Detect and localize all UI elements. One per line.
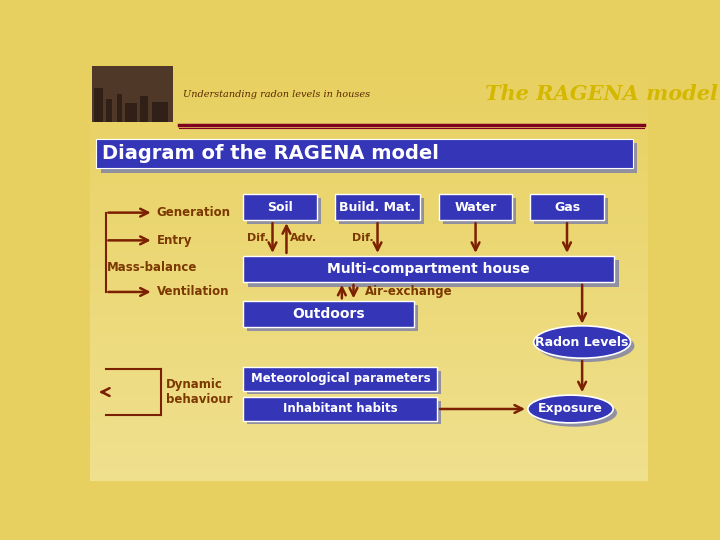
Bar	[530, 194, 604, 220]
Bar	[438, 194, 513, 220]
Bar	[243, 256, 614, 282]
Text: Water: Water	[454, 201, 497, 214]
Text: Dif.: Dif.	[352, 233, 374, 243]
Text: Inhabitant habits: Inhabitant habits	[283, 402, 397, 415]
Bar	[101, 143, 637, 173]
Text: Build. Mat.: Build. Mat.	[339, 201, 415, 214]
Text: Ventilation: Ventilation	[157, 286, 229, 299]
Text: Mass-balance: Mass-balance	[107, 261, 197, 274]
Text: Dynamic
behaviour: Dynamic behaviour	[166, 378, 233, 406]
Bar	[152, 102, 168, 122]
Bar	[534, 198, 608, 224]
Bar	[248, 305, 418, 331]
Text: Exposure: Exposure	[538, 402, 603, 415]
Text: Radon Levels: Radon Levels	[536, 335, 629, 348]
Bar	[125, 103, 137, 122]
Ellipse shape	[538, 330, 634, 362]
Bar	[248, 401, 441, 424]
Text: Understanding radon levels in houses: Understanding radon levels in houses	[183, 90, 370, 99]
Bar	[243, 301, 414, 327]
Bar	[248, 372, 441, 394]
Bar	[443, 198, 516, 224]
Bar	[96, 139, 632, 168]
Text: Dif.: Dif.	[247, 233, 269, 243]
Text: Gas: Gas	[554, 201, 580, 214]
Text: Entry: Entry	[157, 234, 192, 247]
Bar	[106, 99, 112, 122]
Text: The RAGENA model: The RAGENA model	[485, 84, 718, 104]
Bar	[243, 367, 437, 390]
Text: Adv.: Adv.	[290, 233, 318, 243]
Text: Outdoors: Outdoors	[292, 307, 365, 321]
Text: Soil: Soil	[267, 201, 293, 214]
Bar	[91, 66, 173, 122]
Text: Multi-compartment house: Multi-compartment house	[328, 262, 530, 276]
Bar	[339, 198, 424, 224]
Bar	[94, 88, 103, 122]
Text: Air-exchange: Air-exchange	[365, 285, 453, 298]
Ellipse shape	[532, 399, 617, 427]
Bar	[243, 397, 437, 421]
Text: Generation: Generation	[157, 206, 230, 219]
Text: Diagram of the RAGENA model: Diagram of the RAGENA model	[102, 144, 439, 163]
Bar	[248, 198, 321, 224]
Bar	[140, 96, 148, 122]
Bar	[335, 194, 420, 220]
Bar	[248, 260, 618, 287]
Text: Meteorological parameters: Meteorological parameters	[251, 373, 430, 386]
Ellipse shape	[534, 326, 631, 358]
Bar	[117, 94, 122, 122]
Bar	[243, 194, 317, 220]
Ellipse shape	[528, 395, 613, 423]
